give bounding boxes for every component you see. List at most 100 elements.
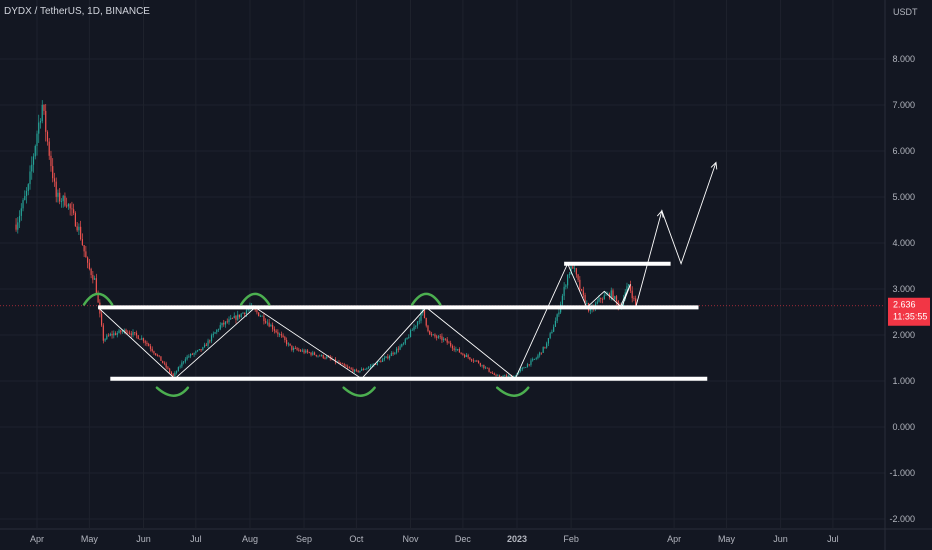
candle-body — [427, 325, 429, 332]
candle-body — [102, 325, 104, 341]
candle-body — [537, 355, 539, 359]
price-axis[interactable]: USDT 8.000 7.000 6.000 5.000 4.000 3.000 2.000… — [889, 7, 918, 524]
candle-body — [577, 274, 579, 280]
horizontal-levels[interactable] — [98, 261, 708, 381]
candle-body — [190, 353, 192, 357]
candle-body — [45, 110, 47, 132]
candle-body — [259, 316, 262, 317]
candle-body — [286, 340, 288, 345]
candle-body — [230, 318, 232, 320]
candle-body — [390, 353, 392, 357]
candle-body — [134, 332, 136, 333]
candle-body — [317, 355, 319, 357]
x-tick-label: Sep — [296, 534, 312, 544]
candle-body — [546, 343, 548, 348]
time-axis[interactable]: Apr May Jun Jul Aug Sep Oct Nov Dec 2023 Feb Apr May… — [30, 534, 839, 544]
candle-body — [263, 315, 265, 322]
candle-body — [324, 357, 326, 359]
candle-body — [296, 348, 298, 350]
candle-body — [443, 338, 445, 341]
candle-body — [544, 346, 546, 348]
candle-body — [413, 326, 415, 330]
candle-body — [188, 356, 190, 358]
candle-body — [156, 355, 159, 356]
candle-body — [432, 334, 434, 336]
candle-body — [409, 330, 412, 338]
candle-body — [584, 294, 586, 304]
candle-body — [526, 364, 529, 368]
candle-body — [237, 314, 239, 320]
candle-body — [408, 337, 410, 338]
candle-body — [20, 208, 22, 216]
candle-body — [612, 290, 614, 300]
candle-body — [268, 322, 270, 327]
candle-body — [340, 363, 342, 365]
candle-body — [436, 336, 438, 338]
candle-body — [628, 284, 630, 287]
zigzag-pattern[interactable] — [97, 262, 631, 380]
x-tick-label: Jun — [773, 534, 788, 544]
pivot-markers[interactable] — [82, 292, 530, 397]
candle-body — [525, 367, 527, 368]
x-tick-label: Jul — [190, 534, 202, 544]
candle-body — [22, 200, 24, 209]
candle-body — [579, 279, 581, 290]
candle-body — [244, 312, 246, 314]
pivot-marker-top — [410, 292, 442, 306]
candle-body — [509, 375, 511, 377]
candle-body — [294, 348, 296, 349]
candle-body — [97, 294, 99, 303]
candle-body — [301, 350, 303, 352]
candle-body — [231, 318, 234, 319]
candle-body — [490, 371, 492, 374]
candle-body — [203, 344, 206, 348]
candle-body — [48, 141, 50, 156]
candle-body — [149, 346, 152, 349]
candle-body — [52, 166, 54, 179]
candle-body — [38, 122, 40, 134]
currency-label: USDT — [893, 7, 918, 17]
candle-body — [50, 155, 52, 167]
candle-body — [355, 369, 358, 371]
candle-body — [430, 334, 433, 336]
candle-body — [284, 336, 286, 341]
candle-body — [411, 329, 413, 331]
candle-body — [549, 333, 551, 339]
candle-body — [32, 156, 35, 165]
candle-body — [310, 352, 312, 355]
candle-body — [130, 333, 132, 336]
candle-body — [258, 312, 260, 317]
candle-body — [69, 204, 71, 209]
candle-body — [572, 266, 574, 269]
candle-body — [207, 340, 209, 346]
candle-body — [338, 361, 340, 364]
candle-body — [514, 375, 516, 377]
candle-body — [352, 369, 354, 372]
candle-body — [322, 354, 324, 358]
candle-body — [95, 278, 97, 295]
candle-body — [224, 321, 227, 325]
candle-body — [153, 351, 155, 354]
candle-body — [507, 375, 509, 377]
candle-body — [217, 329, 220, 331]
candle-body — [601, 299, 604, 300]
candle-body — [378, 361, 380, 362]
candle-body — [273, 329, 275, 331]
candle-body — [144, 341, 146, 343]
candle-body — [287, 343, 289, 345]
candle-body — [111, 333, 113, 336]
candle-body — [200, 349, 202, 351]
candle-body — [116, 332, 118, 335]
candle-body — [235, 316, 237, 320]
candle-body — [279, 334, 281, 335]
projection-path[interactable] — [635, 161, 718, 308]
candle-body — [580, 289, 583, 291]
candle-body — [486, 367, 488, 369]
candle-body — [162, 360, 164, 363]
candle-body — [275, 330, 277, 333]
candle-body — [141, 338, 143, 340]
candle-body — [357, 370, 359, 372]
